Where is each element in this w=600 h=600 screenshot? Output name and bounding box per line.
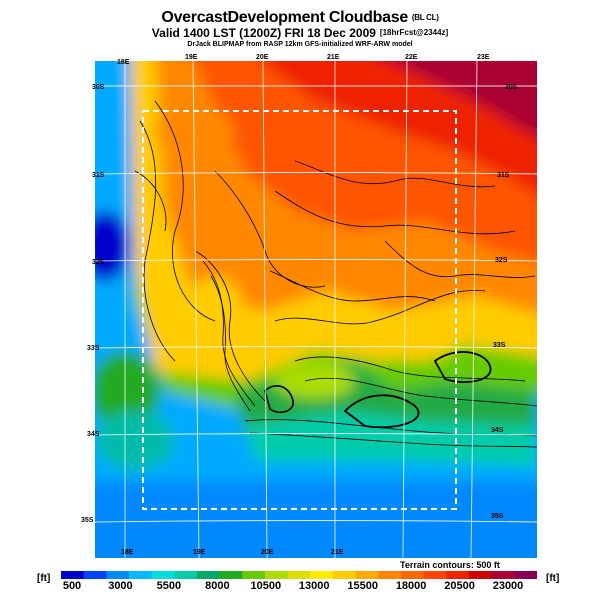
lat-tick-left: 35S: [81, 517, 94, 524]
colorbar-label: 13000: [298, 580, 330, 592]
colorbar-label: 500: [62, 580, 82, 592]
colorbar-swatch: [491, 571, 515, 579]
colorbar-label: 8000: [205, 580, 230, 592]
map-canvas: [95, 61, 537, 558]
lon-tick-top: 23E: [477, 54, 490, 61]
lat-tick-right: 30S: [505, 84, 518, 91]
colorbar-swatch: [83, 571, 107, 579]
lon-tick-bottom: 19E: [193, 549, 206, 556]
colorbar-swatch: [355, 571, 379, 579]
colorbar-swatch: [219, 571, 243, 579]
colorbar-swatch: [310, 571, 334, 579]
colorbar-label: 5500: [156, 580, 182, 592]
terrain-contours: [134, 100, 537, 448]
lon-tick-top: 21E: [327, 54, 340, 61]
colorbar-swatch: [106, 571, 130, 579]
lat-tick-right: 33S: [493, 342, 506, 349]
colorbar-label: 18000: [395, 580, 427, 592]
colorbar-swatch: [151, 571, 175, 579]
colorbar-swatch: [378, 571, 402, 579]
lat-tick-right: 31S: [497, 172, 510, 179]
title-text: OvercastDevelopment Cloudbase: [161, 9, 408, 26]
colorbar-swatch: [174, 571, 198, 579]
lat-tick-left: 34S: [87, 431, 100, 438]
colorbar-label: 20500: [444, 580, 475, 592]
lat-tick-right: 32S: [495, 257, 508, 264]
colorbar-label: 10500: [250, 580, 282, 592]
colorbar-swatch: [129, 571, 153, 579]
colorbar-swatch: [61, 571, 85, 579]
colorbar-unit-right: [ft]: [546, 573, 560, 584]
colorbar: [61, 571, 537, 579]
lon-tick-top: 20E: [256, 54, 269, 61]
colorbar-swatch: [265, 571, 289, 579]
colorbar-swatch: [401, 571, 425, 579]
valid-time: Valid 1400 LST (1200Z) FRI 18 Dec 2009 [1…: [0, 26, 600, 40]
valid-tag: [18hrFcst@2344z]: [379, 28, 449, 37]
valid-text: Valid 1400 LST (1200Z) FRI 18 Dec 2009: [151, 26, 376, 40]
lon-tick-bottom: 18E: [121, 549, 134, 556]
colorbar-swatch: [446, 571, 470, 579]
lat-tick-right: 34S: [491, 427, 504, 434]
lat-tick-left: 33S: [87, 345, 100, 352]
colorbar-unit-left: [ft]: [37, 573, 51, 584]
model-credit: DrJack BLIPMAP from RASP 12km GFS-initia…: [187, 41, 413, 48]
lat-tick-left: 30S: [92, 84, 105, 91]
latlon-grid: [95, 61, 537, 558]
colorbar-swatch: [423, 571, 447, 579]
lat-tick-left: 32S: [92, 259, 105, 266]
inner-domain-border: [142, 110, 457, 510]
lon-tick-bottom: 20E: [261, 549, 274, 556]
lat-tick-right: 35S: [491, 513, 504, 520]
colorbar-swatch: [469, 571, 493, 579]
cloudbase-map: 18E 19E 20E 21E 22E 23E 18E 19E 20E 21E …: [81, 54, 537, 558]
lat-tick-left: 31S: [92, 172, 105, 179]
colorbar-swatch: [333, 571, 357, 579]
terrain-contour-note: Terrain contours: 500 ft: [400, 560, 500, 570]
lon-tick-top: 19E: [185, 54, 198, 61]
map-title: OvercastDevelopment Cloudbase (BL CL): [0, 9, 600, 27]
colorbar-label: 15500: [347, 580, 378, 592]
lon-tick-top: 22E: [405, 54, 418, 61]
cloudbase-field: [95, 61, 537, 558]
lon-tick-top: 18E: [117, 59, 130, 66]
colorbar-swatch: [242, 571, 266, 579]
title-tag: (BL CL): [411, 13, 439, 22]
lon-tick-bottom: 21E: [331, 549, 344, 556]
colorbar-swatch: [514, 571, 537, 579]
colorbar-swatch: [197, 571, 221, 579]
colorbar-label: 23000: [492, 580, 524, 592]
colorbar-label: 3000: [108, 580, 133, 592]
colorbar-swatch: [287, 571, 311, 579]
